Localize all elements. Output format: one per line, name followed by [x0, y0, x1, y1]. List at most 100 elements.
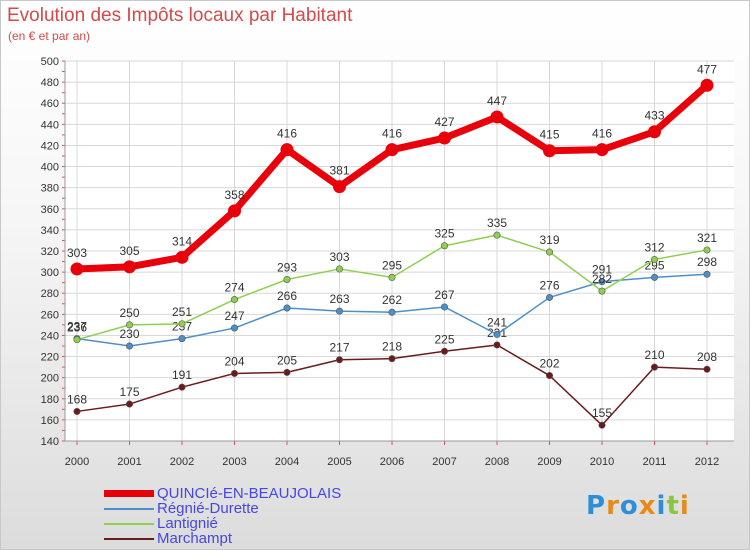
y-tick-label: 140: [41, 436, 59, 448]
legend-item-marchampt[interactable]: Marchampt: [104, 531, 404, 546]
data-label: 358: [224, 188, 244, 202]
data-point: [178, 335, 186, 343]
data-label: 263: [329, 292, 349, 306]
x-tick-label: 2008: [485, 456, 509, 468]
data-label: 250: [119, 306, 139, 320]
x-tick-label: 2009: [537, 456, 561, 468]
legend-item-lantignie[interactable]: Lantignié: [104, 516, 404, 531]
data-point: [73, 336, 81, 344]
data-label: 303: [329, 250, 349, 264]
data-label: 282: [592, 272, 612, 286]
data-point: [388, 308, 396, 316]
x-tick-label: 2007: [432, 456, 456, 468]
data-label: 293: [277, 261, 297, 275]
data-label: 298: [697, 255, 717, 269]
logo-letter: x: [638, 491, 657, 521]
data-point: [231, 369, 239, 377]
data-point: [598, 421, 606, 429]
legend-label: Régnié-Durette: [157, 500, 259, 517]
legend-label: QUINCIé-EN-BEAUJOLAIS: [157, 485, 342, 502]
data-point: [650, 255, 658, 263]
data-point: [385, 143, 399, 157]
y-tick-label: 360: [41, 204, 59, 216]
y-tick-label: 380: [41, 183, 59, 195]
data-label: 237: [67, 320, 87, 334]
data-point: [126, 400, 134, 408]
data-point: [650, 273, 658, 281]
data-point: [335, 307, 343, 315]
legend-swatch: [104, 523, 154, 525]
data-point: [545, 372, 553, 380]
data-point: [283, 304, 291, 312]
data-label: 415: [539, 128, 559, 142]
y-tick-label: 280: [41, 288, 59, 300]
data-point: [598, 287, 606, 295]
data-label: 204: [224, 354, 244, 368]
y-tick-label: 320: [41, 246, 59, 258]
y-tick-label: 260: [41, 309, 59, 321]
logo-letter: o: [619, 491, 639, 521]
y-tick-label: 340: [41, 225, 59, 237]
logo-letter: t: [666, 491, 680, 521]
data-label: 217: [329, 341, 349, 355]
data-label: 291: [592, 263, 612, 277]
data-point: [595, 143, 609, 157]
data-point: [493, 330, 501, 338]
data-point: [650, 363, 658, 371]
data-label: 416: [592, 127, 612, 141]
data-label: 155: [592, 406, 612, 420]
data-label: 477: [697, 62, 717, 76]
data-label: 247: [224, 309, 244, 323]
data-label: 191: [172, 368, 192, 382]
data-point: [335, 356, 343, 364]
data-point: [231, 324, 239, 332]
y-tick-label: 500: [41, 56, 59, 68]
y-tick-label: 300: [41, 267, 59, 279]
legend-swatch: [104, 538, 154, 540]
x-tick-label: 2010: [590, 456, 614, 468]
data-point: [73, 407, 81, 415]
legend-swatch: [104, 490, 154, 497]
data-point: [493, 341, 501, 349]
y-tick-label: 460: [41, 98, 59, 110]
data-label: 312: [644, 240, 664, 254]
data-point: [703, 365, 711, 373]
logo-letter: r: [606, 491, 620, 521]
data-point: [388, 355, 396, 363]
data-point: [440, 303, 448, 311]
chart-subtitle: (en € et par an): [8, 29, 91, 43]
proxiti-logo: Proxiti: [586, 491, 690, 521]
data-label: 321: [697, 231, 717, 245]
data-point: [598, 278, 606, 286]
data-label: 303: [67, 246, 87, 260]
y-tick-label: 400: [41, 162, 59, 174]
x-tick-label: 2003: [222, 456, 246, 468]
y-tick-label: 160: [41, 415, 59, 427]
data-point: [333, 180, 346, 194]
data-point: [493, 231, 501, 239]
data-label: 381: [329, 164, 349, 178]
data-point: [703, 270, 711, 278]
data-label: 175: [119, 385, 139, 399]
data-label: 416: [382, 127, 402, 141]
legend-item-quincie[interactable]: QUINCIé-EN-BEAUJOLAIS: [104, 486, 404, 501]
data-label: 208: [697, 350, 717, 364]
data-label: 251: [172, 305, 192, 319]
data-point: [178, 383, 186, 391]
x-tick-label: 2005: [327, 456, 351, 468]
data-label: 427: [434, 115, 454, 129]
data-point: [70, 262, 84, 276]
legend-item-regnie-durette[interactable]: Régnié-Durette: [104, 501, 404, 516]
y-tick-label: 440: [41, 119, 59, 131]
y-tick-label: 220: [41, 352, 59, 364]
data-point: [280, 143, 294, 157]
data-label: 325: [434, 227, 454, 241]
logo-letter: i: [679, 491, 690, 521]
data-label: 218: [382, 340, 402, 354]
data-point: [438, 131, 451, 145]
data-label: 262: [382, 293, 402, 307]
legend: QUINCIé-EN-BEAUJOLAIS Régnié-Durette Lan…: [104, 486, 404, 546]
logo-letter: i: [656, 491, 667, 521]
data-label: 314: [172, 234, 192, 248]
